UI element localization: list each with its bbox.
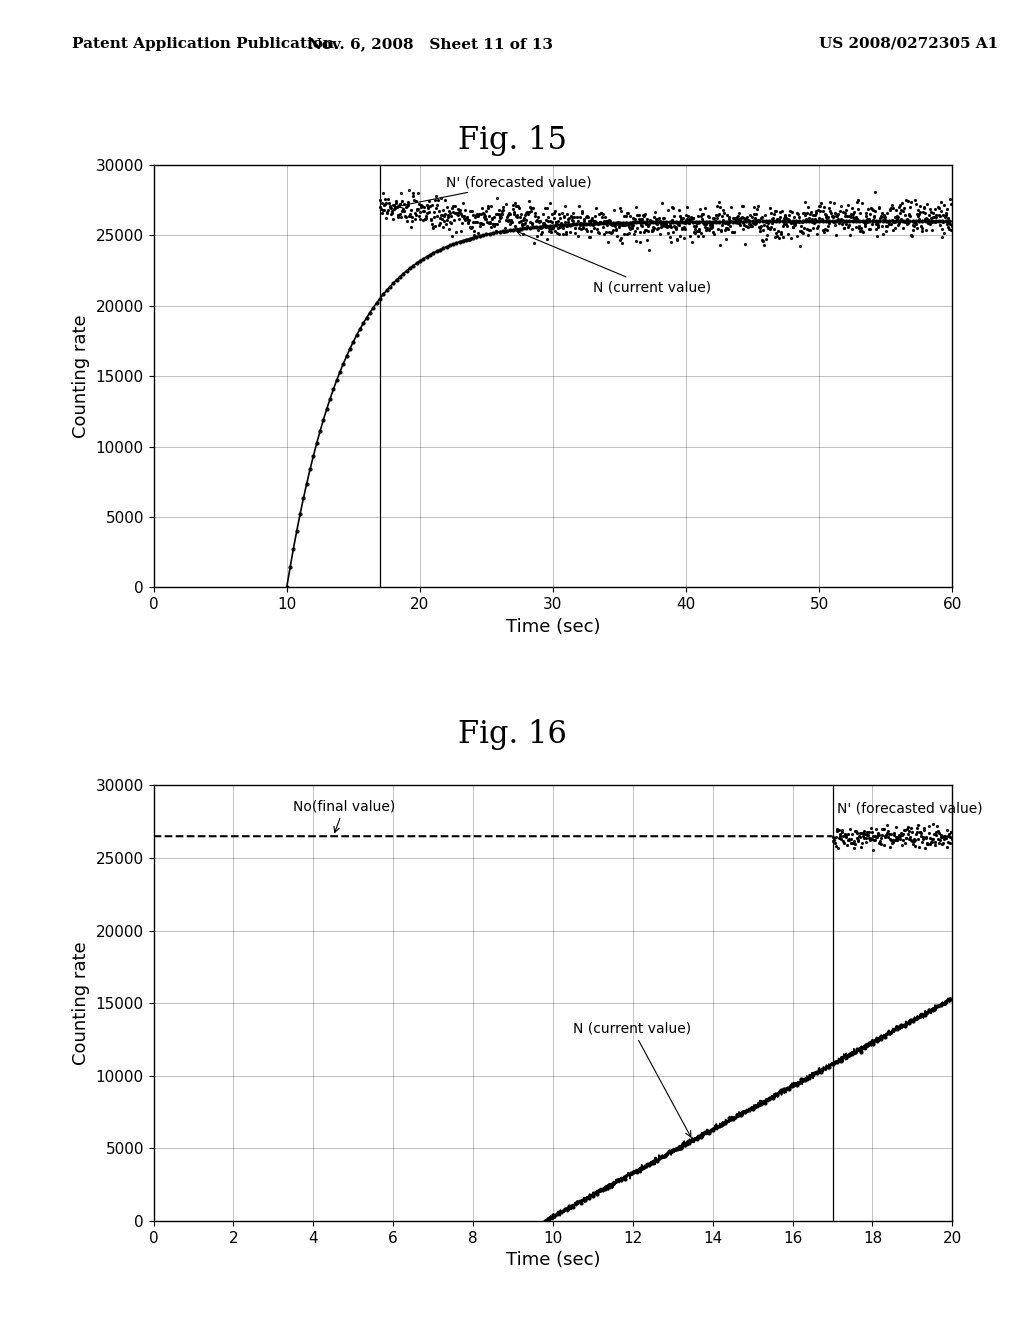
X-axis label: Time (sec): Time (sec) — [506, 618, 600, 636]
Text: N' (forecasted value): N' (forecasted value) — [397, 176, 592, 209]
Text: Fig. 15: Fig. 15 — [458, 125, 566, 156]
Y-axis label: Counting rate: Counting rate — [72, 314, 90, 438]
Text: N' (forecasted value): N' (forecasted value) — [837, 803, 982, 816]
Text: N (current value): N (current value) — [573, 1022, 691, 1137]
Text: Fig. 16: Fig. 16 — [458, 719, 566, 750]
Text: Nov. 6, 2008   Sheet 11 of 13: Nov. 6, 2008 Sheet 11 of 13 — [307, 37, 553, 51]
Text: US 2008/0272305 A1: US 2008/0272305 A1 — [819, 37, 998, 51]
Text: Patent Application Publication: Patent Application Publication — [72, 37, 334, 51]
Text: No(final value): No(final value) — [293, 799, 395, 833]
Y-axis label: Counting rate: Counting rate — [72, 941, 90, 1065]
X-axis label: Time (sec): Time (sec) — [506, 1251, 600, 1270]
Text: N (current value): N (current value) — [517, 231, 711, 294]
